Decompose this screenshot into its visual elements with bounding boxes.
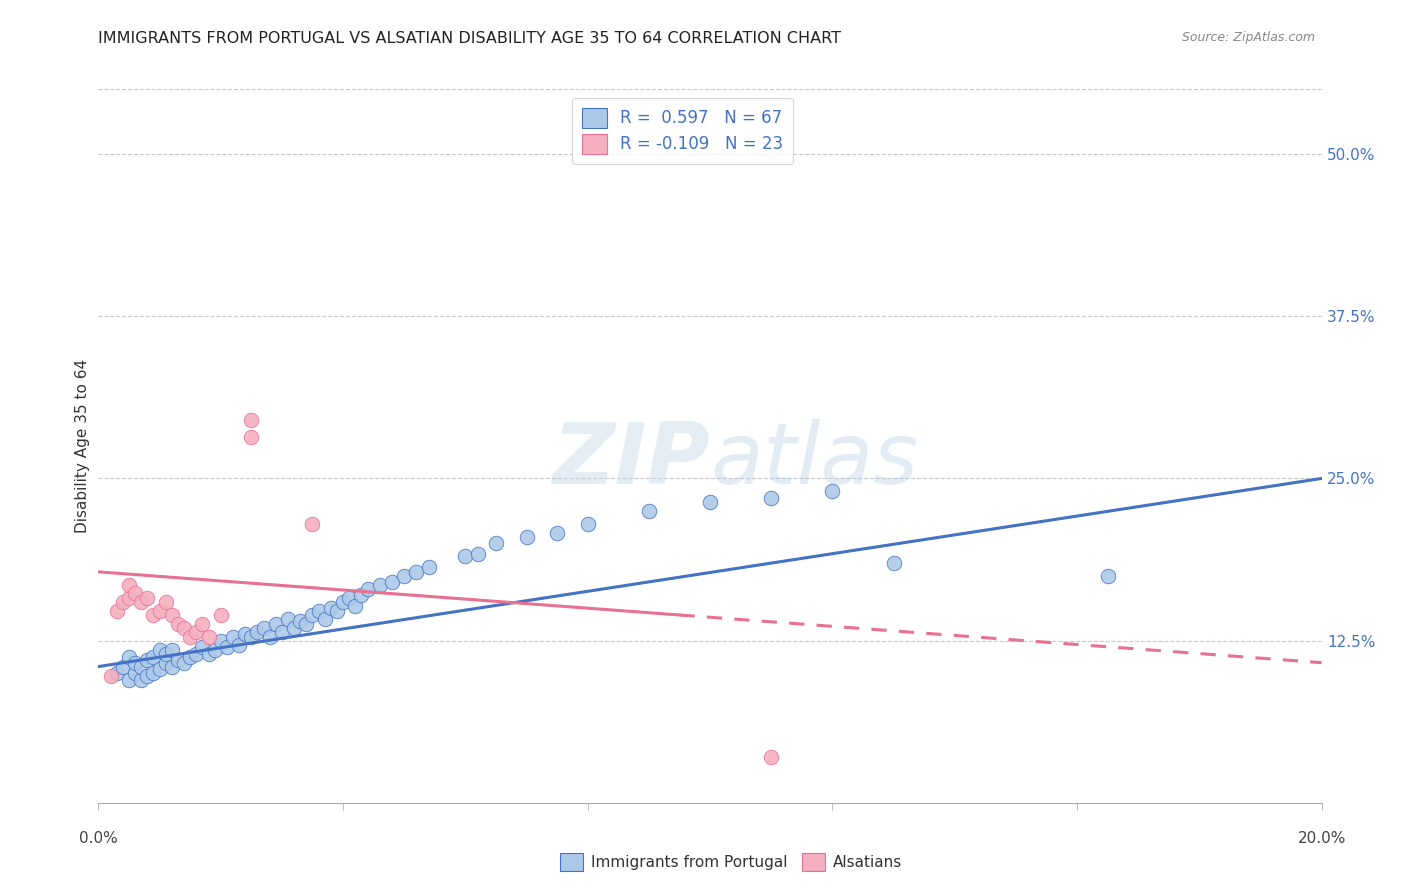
Point bbox=[821, 484, 844, 499]
Point bbox=[516, 530, 538, 544]
Point bbox=[1097, 568, 1119, 582]
Point bbox=[467, 547, 489, 561]
Point bbox=[259, 630, 281, 644]
Point bbox=[118, 650, 141, 665]
Point bbox=[118, 673, 141, 687]
Point bbox=[191, 616, 214, 631]
Point bbox=[356, 582, 378, 596]
Point bbox=[149, 662, 172, 676]
Point bbox=[233, 627, 256, 641]
Point bbox=[246, 624, 269, 639]
Point bbox=[308, 604, 330, 618]
Legend: Immigrants from Portugal, Alsatians: Immigrants from Portugal, Alsatians bbox=[554, 847, 908, 877]
Point bbox=[344, 599, 367, 613]
Point bbox=[173, 656, 195, 670]
Text: Source: ZipAtlas.com: Source: ZipAtlas.com bbox=[1181, 31, 1315, 45]
Point bbox=[129, 595, 152, 609]
Point bbox=[277, 611, 299, 625]
Point bbox=[160, 607, 183, 622]
Point bbox=[105, 666, 128, 681]
Point bbox=[111, 659, 134, 673]
Point bbox=[883, 556, 905, 570]
Point bbox=[759, 491, 782, 505]
Point bbox=[332, 595, 354, 609]
Text: 0.0%: 0.0% bbox=[79, 831, 118, 846]
Point bbox=[319, 601, 342, 615]
Point bbox=[167, 616, 190, 631]
Point bbox=[197, 630, 219, 644]
Point bbox=[155, 647, 177, 661]
Point bbox=[136, 653, 159, 667]
Point bbox=[326, 604, 349, 618]
Point bbox=[418, 559, 440, 574]
Text: ZIP: ZIP bbox=[553, 418, 710, 502]
Point bbox=[118, 578, 141, 592]
Point bbox=[160, 642, 183, 657]
Point bbox=[136, 668, 159, 682]
Point bbox=[699, 495, 721, 509]
Point bbox=[100, 668, 122, 682]
Point bbox=[576, 516, 599, 531]
Point bbox=[124, 585, 146, 599]
Legend: R =  0.597   N = 67, R = -0.109   N = 23: R = 0.597 N = 67, R = -0.109 N = 23 bbox=[572, 97, 793, 164]
Point bbox=[270, 624, 292, 639]
Point bbox=[301, 516, 323, 531]
Point bbox=[454, 549, 477, 564]
Y-axis label: Disability Age 35 to 64: Disability Age 35 to 64 bbox=[75, 359, 90, 533]
Point bbox=[240, 413, 263, 427]
Point bbox=[209, 633, 232, 648]
Point bbox=[129, 659, 152, 673]
Point bbox=[283, 621, 305, 635]
Point bbox=[295, 616, 318, 631]
Point bbox=[155, 656, 177, 670]
Text: IMMIGRANTS FROM PORTUGAL VS ALSATIAN DISABILITY AGE 35 TO 64 CORRELATION CHART: IMMIGRANTS FROM PORTUGAL VS ALSATIAN DIS… bbox=[98, 31, 841, 46]
Point bbox=[337, 591, 360, 605]
Point bbox=[204, 642, 226, 657]
Point bbox=[637, 504, 661, 518]
Point bbox=[186, 647, 208, 661]
Point bbox=[240, 430, 263, 444]
Point bbox=[149, 604, 172, 618]
Point bbox=[136, 591, 159, 605]
Point bbox=[301, 607, 323, 622]
Point bbox=[240, 630, 263, 644]
Text: 20.0%: 20.0% bbox=[1298, 831, 1346, 846]
Point bbox=[124, 666, 146, 681]
Point bbox=[191, 640, 214, 654]
Point bbox=[124, 656, 146, 670]
Point bbox=[290, 614, 312, 628]
Point bbox=[546, 525, 568, 540]
Point bbox=[759, 750, 782, 764]
Point bbox=[173, 621, 195, 635]
Text: atlas: atlas bbox=[710, 418, 918, 502]
Point bbox=[197, 647, 219, 661]
Point bbox=[252, 621, 274, 635]
Point bbox=[118, 591, 141, 605]
Point bbox=[264, 616, 287, 631]
Point bbox=[392, 568, 416, 582]
Point bbox=[405, 565, 427, 579]
Point bbox=[142, 607, 165, 622]
Point bbox=[350, 588, 373, 602]
Point bbox=[215, 640, 238, 654]
Point bbox=[381, 575, 404, 590]
Point bbox=[368, 578, 391, 592]
Point bbox=[129, 673, 152, 687]
Point bbox=[167, 653, 190, 667]
Point bbox=[485, 536, 508, 550]
Point bbox=[105, 604, 128, 618]
Point bbox=[222, 630, 245, 644]
Point bbox=[209, 607, 232, 622]
Point bbox=[142, 650, 165, 665]
Point bbox=[149, 642, 172, 657]
Point bbox=[179, 650, 201, 665]
Point bbox=[179, 630, 201, 644]
Point bbox=[155, 595, 177, 609]
Point bbox=[314, 611, 336, 625]
Point bbox=[228, 638, 250, 652]
Point bbox=[186, 624, 208, 639]
Point bbox=[142, 666, 165, 681]
Point bbox=[160, 659, 183, 673]
Point bbox=[111, 595, 134, 609]
